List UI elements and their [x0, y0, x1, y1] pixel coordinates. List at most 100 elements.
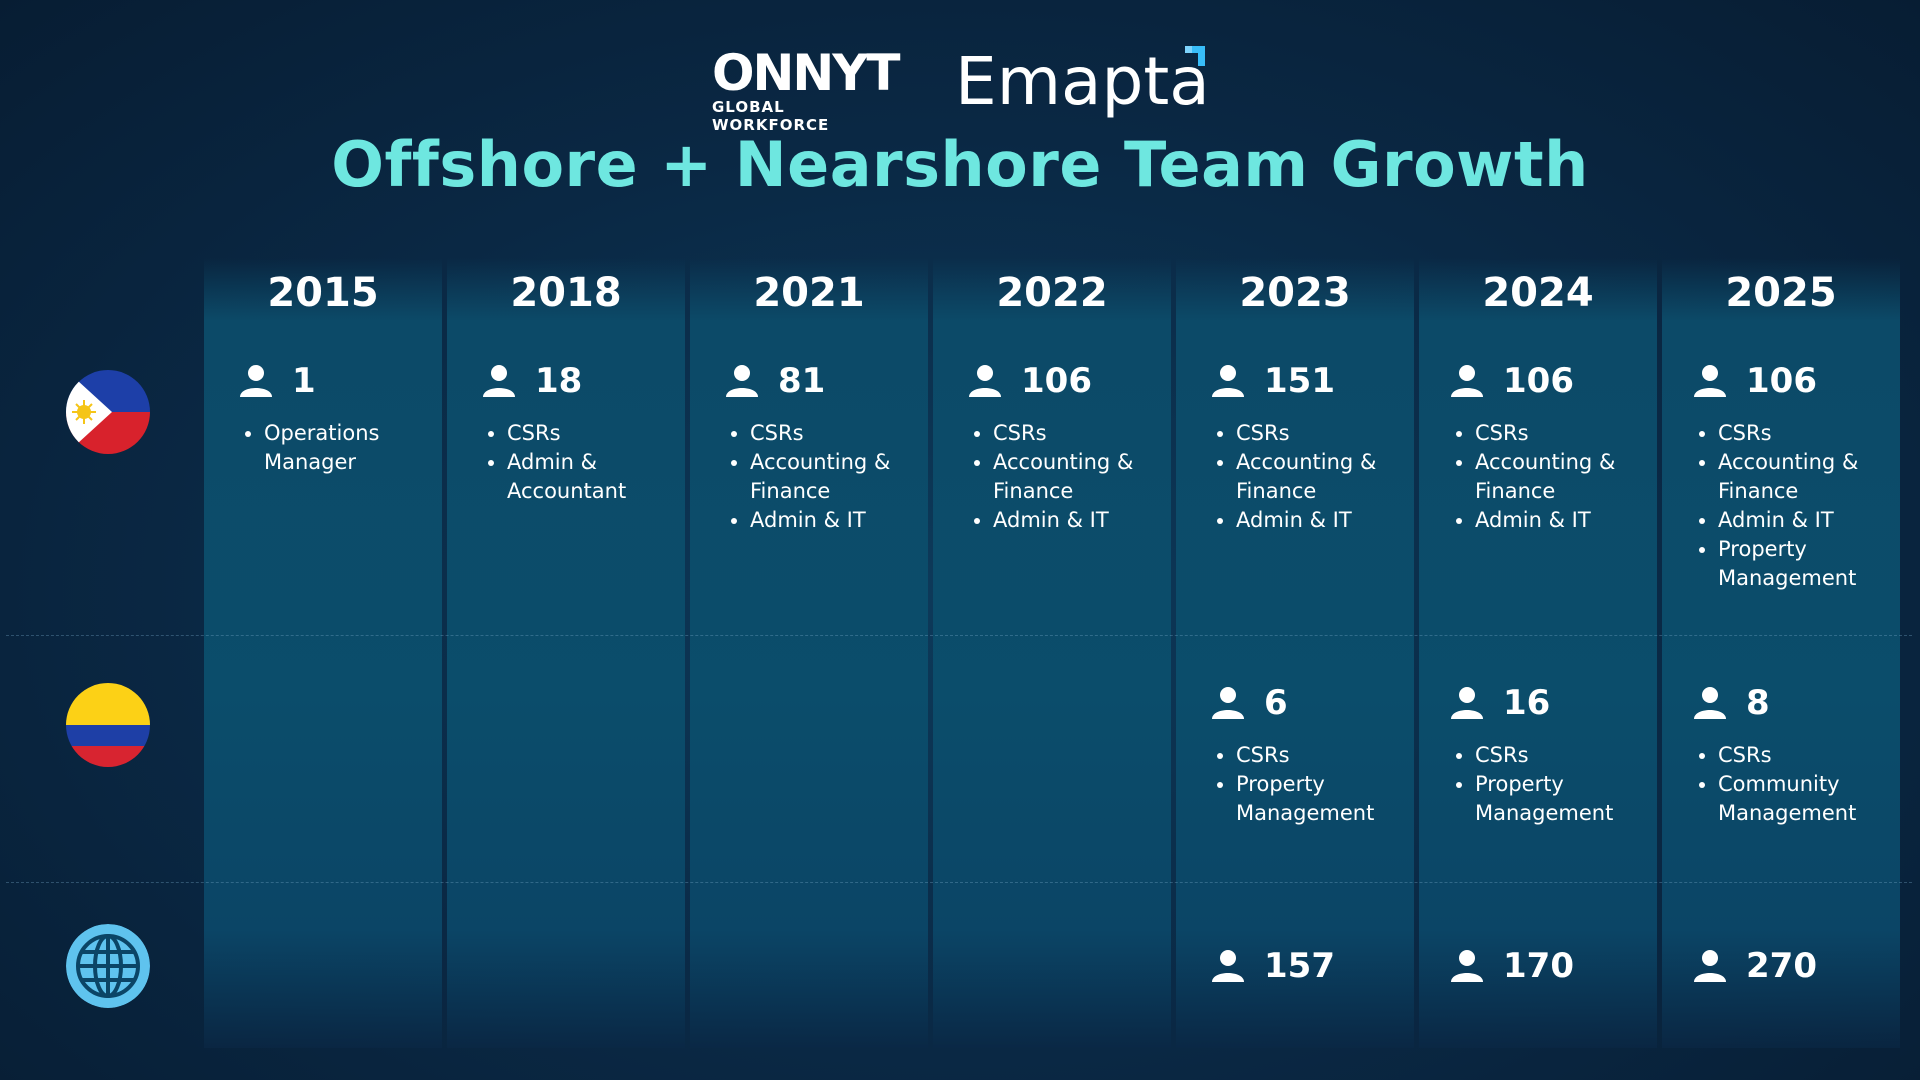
person-icon	[1451, 950, 1483, 982]
headcount-value: 16	[1503, 683, 1551, 723]
co-roles-list: CSRs Property Management	[1451, 741, 1645, 828]
year-label: 2023	[1239, 270, 1351, 316]
total-headcount: 270	[1692, 944, 1817, 988]
year-label: 2024	[1482, 270, 1594, 316]
role-item: CSRs	[750, 419, 900, 448]
role-item: CSRs	[1718, 741, 1898, 770]
emapta-mark-icon	[1185, 46, 1205, 66]
row-divider	[6, 635, 1912, 636]
headcount-value: 8	[1746, 683, 1770, 723]
ph-roles-list: CSRs Accounting & Finance Admin & IT	[1212, 419, 1386, 535]
ph-headcount: 151	[1210, 359, 1335, 403]
total-headcount: 170	[1449, 944, 1574, 988]
role-item: CSRs	[993, 419, 1143, 448]
co-headcount: 8	[1692, 681, 1770, 725]
co-headcount: 6	[1210, 681, 1288, 725]
ph-headcount: 18	[481, 359, 582, 403]
onnyt-logo-word: ONNYT	[712, 44, 901, 102]
logo-row: ONNYT GLOBAL WORKFORCE Emapta	[0, 44, 1920, 135]
role-item: Accounting & Finance	[1236, 448, 1386, 506]
headcount-value: 1	[292, 361, 316, 401]
role-item: Admin & IT	[750, 506, 900, 535]
headcount-value: 170	[1503, 946, 1574, 986]
co-roles-list: CSRs Community Management	[1694, 741, 1898, 828]
emapta-logo: Emapta	[955, 44, 1210, 120]
role-item: CSRs	[1475, 741, 1645, 770]
person-icon	[1694, 687, 1726, 719]
ph-headcount: 106	[1449, 359, 1574, 403]
person-icon	[483, 365, 515, 397]
person-icon	[240, 365, 272, 397]
page-title: Offshore + Nearshore Team Growth	[331, 128, 1589, 201]
role-item: CSRs	[1475, 419, 1625, 448]
ph-roles-list: CSRs Accounting & Finance Admin & IT	[1451, 419, 1625, 535]
ph-roles-list: CSRs Accounting & Finance Admin & IT	[726, 419, 900, 535]
year-column-bg	[933, 258, 1171, 1048]
total-headcount: 157	[1210, 944, 1335, 988]
person-icon	[1451, 365, 1483, 397]
person-icon	[1694, 950, 1726, 982]
ph-headcount: 81	[724, 359, 825, 403]
person-icon	[1212, 365, 1244, 397]
role-item: Accounting & Finance	[1475, 448, 1625, 506]
ph-roles-list: CSRs Admin & Accountant	[483, 419, 697, 506]
role-item: Admin & Accountant	[507, 448, 697, 506]
colombia-flag-icon	[66, 683, 150, 767]
person-icon	[1694, 365, 1726, 397]
headcount-value: 6	[1264, 683, 1288, 723]
person-icon	[969, 365, 1001, 397]
headcount-value: 151	[1264, 361, 1335, 401]
ph-headcount: 106	[967, 359, 1092, 403]
role-item: CSRs	[1236, 741, 1406, 770]
ph-roles-list: Operations Manager	[240, 419, 454, 477]
headcount-value: 157	[1264, 946, 1335, 986]
person-icon	[726, 365, 758, 397]
role-item: Admin & IT	[1475, 506, 1625, 535]
role-item: Accounting & Finance	[750, 448, 900, 506]
year-label: 2025	[1725, 270, 1837, 316]
role-item: Accounting & Finance	[1718, 448, 1898, 506]
headcount-value: 106	[1746, 361, 1817, 401]
role-item: CSRs	[1718, 419, 1898, 448]
ph-headcount: 106	[1692, 359, 1817, 403]
year-column-bg	[204, 258, 442, 1048]
role-item: CSRs	[1236, 419, 1386, 448]
ph-headcount: 1	[238, 359, 316, 403]
ph-roles-list: CSRs Accounting & Finance Admin & IT Pro…	[1694, 419, 1898, 593]
role-item: Property Management	[1236, 770, 1406, 828]
year-label: 2021	[753, 270, 865, 316]
row-divider	[6, 882, 1912, 883]
role-item: Admin & IT	[1236, 506, 1386, 535]
year-column-bg	[447, 258, 685, 1048]
person-icon	[1451, 687, 1483, 719]
co-roles-list: CSRs Property Management	[1212, 741, 1406, 828]
role-item: Property Management	[1475, 770, 1645, 828]
role-item: CSRs	[507, 419, 697, 448]
role-item: Property Management	[1718, 535, 1898, 593]
year-column-bg	[690, 258, 928, 1048]
year-column-bg	[1176, 258, 1414, 1048]
role-item: Operations Manager	[264, 419, 454, 477]
headcount-value: 81	[778, 361, 826, 401]
year-label: 2018	[510, 270, 622, 316]
emapta-logo-word: Emapta	[955, 43, 1210, 120]
ph-roles-list: CSRs Accounting & Finance Admin & IT	[969, 419, 1143, 535]
headcount-value: 18	[535, 361, 583, 401]
year-label: 2015	[267, 270, 379, 316]
onnyt-logo-subtitle: GLOBAL WORKFORCE	[712, 98, 830, 134]
role-item: Admin & IT	[1718, 506, 1898, 535]
role-item: Accounting & Finance	[993, 448, 1143, 506]
co-headcount: 16	[1449, 681, 1550, 725]
role-item: Admin & IT	[993, 506, 1143, 535]
onnyt-logo: ONNYT GLOBAL WORKFORCE	[712, 46, 902, 134]
person-icon	[1212, 950, 1244, 982]
person-icon	[1212, 687, 1244, 719]
headcount-value: 106	[1021, 361, 1092, 401]
globe-icon	[66, 924, 150, 1008]
year-label: 2022	[996, 270, 1108, 316]
headcount-value: 106	[1503, 361, 1574, 401]
headcount-value: 270	[1746, 946, 1817, 986]
philippines-flag-icon	[66, 370, 150, 454]
role-item: Community Management	[1718, 770, 1898, 828]
